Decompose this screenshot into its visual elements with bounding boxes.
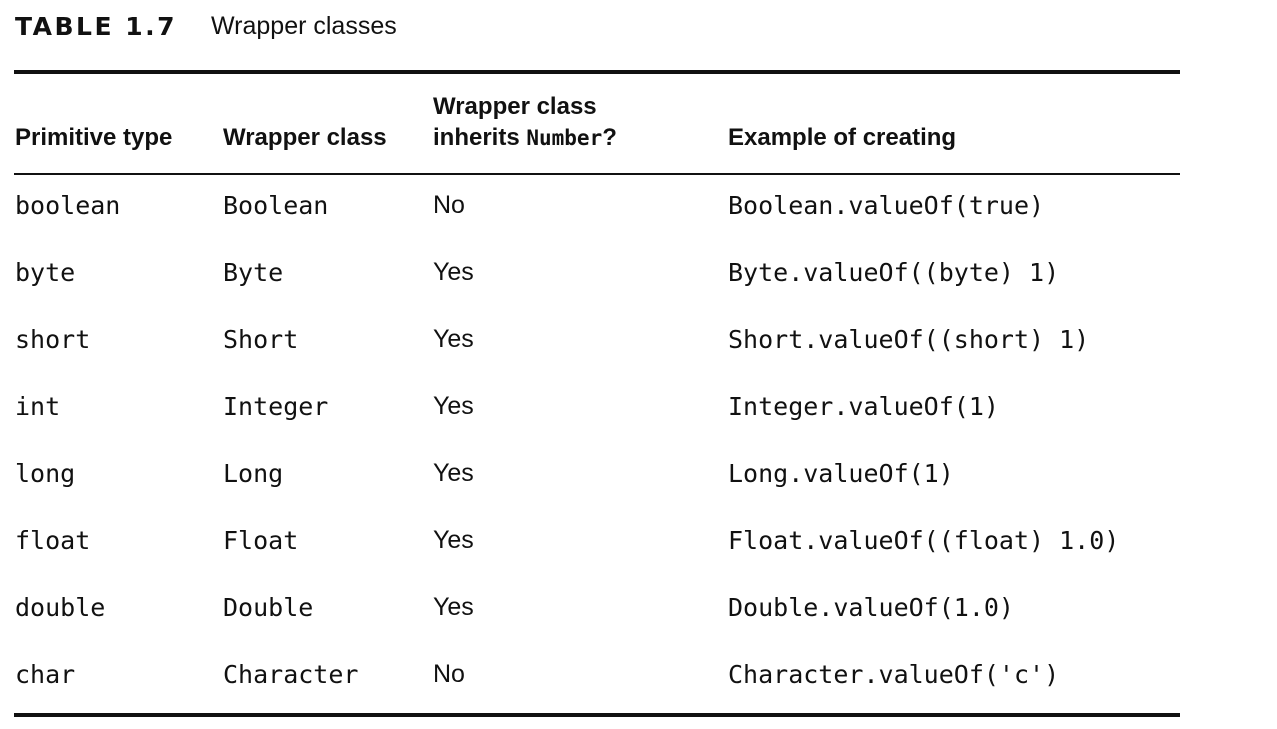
cell-primitive: char bbox=[15, 659, 76, 689]
table-caption: TABLE 1.7 Wrapper classes bbox=[15, 8, 397, 44]
table-row: int Integer Yes Integer.valueOf(1) bbox=[0, 376, 1180, 443]
cell-inherits: Yes bbox=[433, 525, 474, 554]
table-top-rule bbox=[14, 70, 1180, 74]
cell-inherits: Yes bbox=[433, 458, 474, 487]
table-header-rule bbox=[14, 173, 1180, 175]
cell-primitive: double bbox=[15, 592, 106, 622]
cell-wrapper: Integer bbox=[223, 391, 329, 421]
header-inherits-number: Wrapper class inherits Number? bbox=[433, 91, 617, 154]
header-inherits-suffix: ? bbox=[602, 124, 617, 151]
cell-inherits: Yes bbox=[433, 324, 474, 353]
table-bottom-rule bbox=[14, 713, 1180, 717]
cell-primitive: short bbox=[15, 324, 91, 354]
cell-primitive: float bbox=[15, 525, 91, 555]
header-inherits-code: Number bbox=[526, 126, 603, 150]
table-row: long Long Yes Long.valueOf(1) bbox=[0, 443, 1180, 510]
cell-wrapper: Double bbox=[223, 592, 314, 622]
cell-inherits: Yes bbox=[433, 257, 474, 286]
cell-example: Byte.valueOf((byte) 1) bbox=[728, 257, 1060, 287]
header-inherits-prefix: inherits bbox=[433, 124, 527, 151]
table-row: byte Byte Yes Byte.valueOf((byte) 1) bbox=[0, 242, 1180, 309]
header-wrapper-class: Wrapper class bbox=[223, 124, 387, 151]
header-inherits-line1: Wrapper class bbox=[433, 93, 597, 120]
cell-wrapper: Long bbox=[223, 458, 284, 488]
header-inherits-line2: inherits Number? bbox=[433, 122, 617, 154]
cell-inherits: No bbox=[433, 659, 465, 688]
cell-wrapper: Boolean bbox=[223, 190, 329, 220]
cell-example: Short.valueOf((short) 1) bbox=[728, 324, 1090, 354]
cell-primitive: int bbox=[15, 391, 61, 421]
table-row: boolean Boolean No Boolean.valueOf(true) bbox=[0, 175, 1180, 242]
cell-inherits: Yes bbox=[433, 592, 474, 621]
cell-inherits: Yes bbox=[433, 391, 474, 420]
cell-primitive: long bbox=[15, 458, 76, 488]
cell-example: Float.valueOf((float) 1.0) bbox=[728, 525, 1120, 555]
cell-example: Long.valueOf(1) bbox=[728, 458, 954, 488]
cell-example: Boolean.valueOf(true) bbox=[728, 190, 1045, 220]
table-row: short Short Yes Short.valueOf((short) 1) bbox=[0, 309, 1180, 376]
table-row: double Double Yes Double.valueOf(1.0) bbox=[0, 577, 1180, 644]
table-title: Wrapper classes bbox=[211, 11, 397, 40]
table-number-label: TABLE 1.7 bbox=[15, 11, 178, 41]
table-row: char Character No Character.valueOf('c') bbox=[0, 644, 1180, 711]
cell-wrapper: Byte bbox=[223, 257, 284, 287]
cell-wrapper: Float bbox=[223, 525, 299, 555]
header-primitive-type: Primitive type bbox=[15, 124, 173, 151]
cell-example: Double.valueOf(1.0) bbox=[728, 592, 1014, 622]
cell-example: Character.valueOf('c') bbox=[728, 659, 1060, 689]
cell-wrapper: Character bbox=[223, 659, 359, 689]
table-row: float Float Yes Float.valueOf((float) 1.… bbox=[0, 510, 1180, 577]
cell-inherits: No bbox=[433, 190, 465, 219]
cell-primitive: byte bbox=[15, 257, 76, 287]
cell-wrapper: Short bbox=[223, 324, 299, 354]
cell-primitive: boolean bbox=[15, 190, 121, 220]
cell-example: Integer.valueOf(1) bbox=[728, 391, 999, 421]
header-example: Example of creating bbox=[728, 124, 957, 151]
